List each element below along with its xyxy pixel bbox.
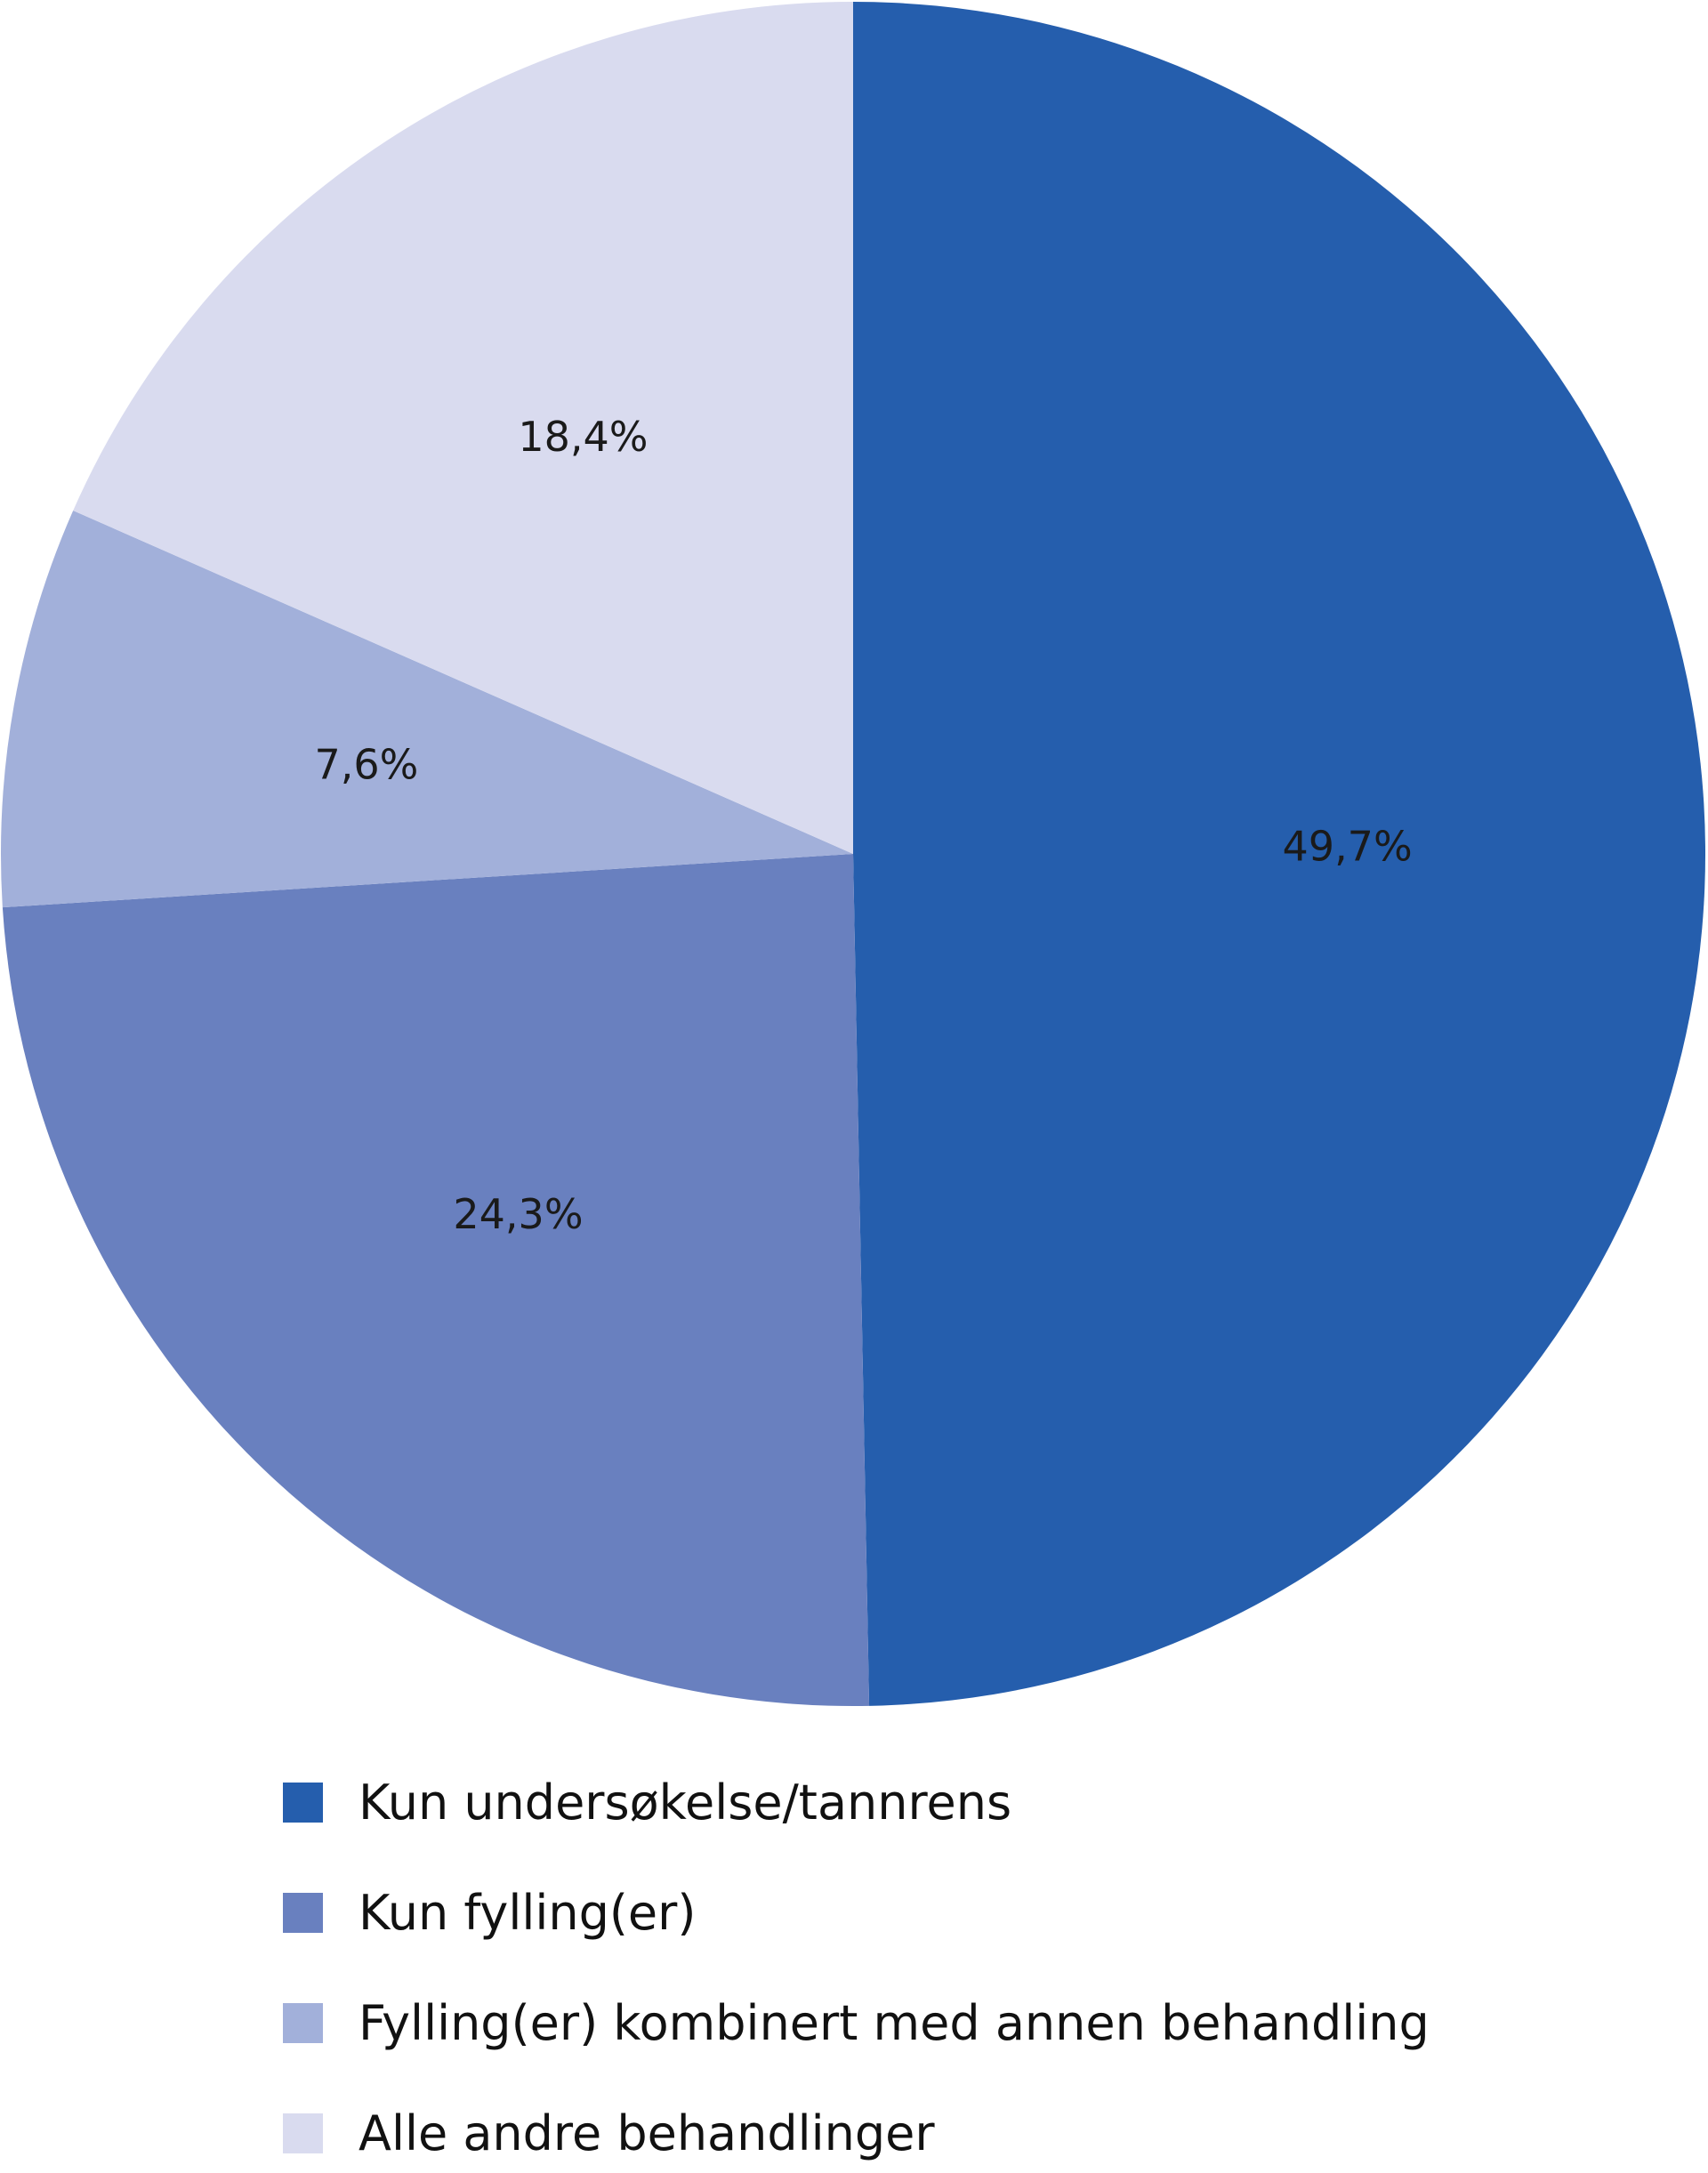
- legend-label: Kun undersøkelse/tannrens: [359, 1774, 1012, 1831]
- pie-slice-label-1: 24,3%: [453, 1190, 583, 1238]
- pie-slice-label-0: 49,7%: [1283, 822, 1413, 870]
- pie-slices: [0, 1, 1706, 1706]
- pie-slice-label-2: 7,6%: [314, 740, 418, 788]
- legend-item-alle-andre: Alle andre behandlinger: [283, 2105, 1430, 2161]
- legend-label: Alle andre behandlinger: [359, 2105, 935, 2161]
- pie-slice-label-3: 18,4%: [518, 413, 648, 461]
- pie-labels: 49,7% 24,3% 7,6% 18,4%: [314, 413, 1412, 1238]
- legend-swatch: [283, 1782, 323, 1823]
- legend-label: Kun fylling(er): [359, 1884, 697, 1941]
- legend-swatch: [283, 1892, 323, 1933]
- legend-swatch: [283, 2002, 323, 2043]
- legend-item-kun-fylling: Kun fylling(er): [283, 1884, 1430, 1941]
- chart-legend: Kun undersøkelse/tannrens Kun fylling(er…: [283, 1775, 1430, 2161]
- pie-chart: 49,7% 24,3% 7,6% 18,4%: [0, 1, 1706, 1706]
- legend-label: Fylling(er) kombinert med annen behandli…: [359, 1994, 1430, 2051]
- legend-item-kun-undersokelse: Kun undersøkelse/tannrens: [283, 1774, 1430, 1831]
- pie-slice-0: [853, 1, 1706, 1706]
- pie-slice-1: [2, 854, 870, 1706]
- legend-item-fylling-kombinert: Fylling(er) kombinert med annen behandli…: [283, 1994, 1430, 2051]
- legend-swatch: [283, 2113, 323, 2153]
- pie-slice-3: [73, 2, 853, 854]
- pie-slice-2: [0, 511, 853, 908]
